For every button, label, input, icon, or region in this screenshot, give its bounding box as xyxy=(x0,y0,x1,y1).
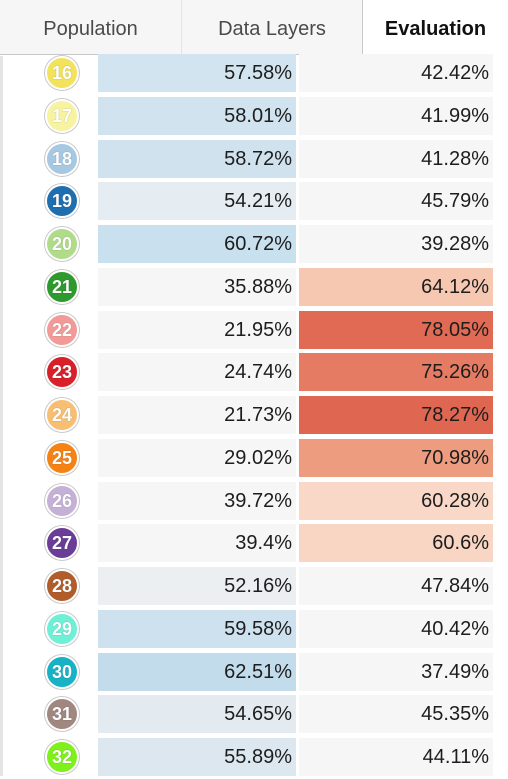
group-number-badge: 21 xyxy=(45,270,79,304)
table-row: 22 21.95% 78.05% xyxy=(0,309,508,352)
tab-population[interactable]: Population xyxy=(0,0,182,55)
group-number-badge: 26 xyxy=(45,484,79,518)
evaluation-cell: 42.42% xyxy=(299,54,493,92)
data-layers-cell: 39.4% xyxy=(98,524,296,562)
data-layers-cell: 57.58% xyxy=(98,54,296,92)
evaluation-cell: 78.27% xyxy=(299,396,493,434)
evaluation-cell: 47.84% xyxy=(299,567,493,605)
left-panel-edge xyxy=(0,56,3,776)
table-row: 32 55.89% 44.11% xyxy=(0,736,508,779)
table-row: 18 58.72% 41.28% xyxy=(0,138,508,181)
data-layers-cell: 59.58% xyxy=(98,610,296,648)
table-row: 20 60.72% 39.28% xyxy=(0,223,508,266)
table-row: 30 62.51% 37.49% xyxy=(0,651,508,694)
evaluation-cell: 44.11% xyxy=(299,738,493,776)
data-layers-cell: 39.72% xyxy=(98,482,296,520)
data-layers-cell: 55.89% xyxy=(98,738,296,776)
group-number-badge: 31 xyxy=(45,697,79,731)
table-row: 19 54.21% 45.79% xyxy=(0,180,508,223)
table-row: 24 21.73% 78.27% xyxy=(0,394,508,437)
table-row: 28 52.16% 47.84% xyxy=(0,565,508,608)
tab-data-layers[interactable]: Data Layers xyxy=(182,0,363,55)
group-number-badge: 22 xyxy=(45,313,79,347)
data-layers-cell: 54.65% xyxy=(98,695,296,733)
data-layers-cell: 54.21% xyxy=(98,182,296,220)
evaluation-cell: 75.26% xyxy=(299,353,493,391)
table-row: 26 39.72% 60.28% xyxy=(0,480,508,523)
table-row: 21 35.88% 64.12% xyxy=(0,266,508,309)
data-layers-cell: 52.16% xyxy=(98,567,296,605)
data-layers-cell: 60.72% xyxy=(98,225,296,263)
evaluation-cell: 45.79% xyxy=(299,182,493,220)
group-number-badge: 27 xyxy=(45,526,79,560)
data-layers-cell: 24.74% xyxy=(98,353,296,391)
evaluation-cell: 41.99% xyxy=(299,97,493,135)
table-row: 17 58.01% 41.99% xyxy=(0,95,508,138)
table-row: 27 39.4% 60.6% xyxy=(0,522,508,565)
table-row: 16 57.58% 42.42% xyxy=(0,52,508,95)
group-number-badge: 18 xyxy=(45,142,79,176)
group-number-badge: 17 xyxy=(45,99,79,133)
data-layers-cell: 29.02% xyxy=(98,439,296,477)
group-number-badge: 32 xyxy=(45,740,79,774)
evaluation-cell: 40.42% xyxy=(299,610,493,648)
tab-bar: Population Data Layers Evaluation xyxy=(0,0,508,56)
data-layers-cell: 35.88% xyxy=(98,268,296,306)
evaluation-cell: 37.49% xyxy=(299,653,493,691)
evaluation-cell: 70.98% xyxy=(299,439,493,477)
group-number-badge: 29 xyxy=(45,612,79,646)
group-number-badge: 19 xyxy=(45,184,79,218)
data-layers-cell: 62.51% xyxy=(98,653,296,691)
group-number-badge: 28 xyxy=(45,569,79,603)
table-row: 31 54.65% 45.35% xyxy=(0,693,508,736)
evaluation-cell: 39.28% xyxy=(299,225,493,263)
evaluation-cell: 41.28% xyxy=(299,140,493,178)
data-layers-cell: 58.01% xyxy=(98,97,296,135)
data-layers-cell: 21.73% xyxy=(98,396,296,434)
evaluation-cell: 64.12% xyxy=(299,268,493,306)
data-layers-cell: 58.72% xyxy=(98,140,296,178)
evaluation-cell: 45.35% xyxy=(299,695,493,733)
evaluation-cell: 60.28% xyxy=(299,482,493,520)
data-layers-cell: 21.95% xyxy=(98,311,296,349)
evaluation-cell: 78.05% xyxy=(299,311,493,349)
group-number-badge: 30 xyxy=(45,655,79,689)
group-number-badge: 23 xyxy=(45,355,79,389)
group-number-badge: 16 xyxy=(45,56,79,90)
tab-evaluation[interactable]: Evaluation xyxy=(363,0,508,56)
group-number-badge: 24 xyxy=(45,398,79,432)
group-number-badge: 25 xyxy=(45,441,79,475)
table-row: 29 59.58% 40.42% xyxy=(0,608,508,651)
evaluation-cell: 60.6% xyxy=(299,524,493,562)
group-number-badge: 20 xyxy=(45,227,79,261)
table-row: 25 29.02% 70.98% xyxy=(0,437,508,480)
table-row: 23 24.74% 75.26% xyxy=(0,351,508,394)
